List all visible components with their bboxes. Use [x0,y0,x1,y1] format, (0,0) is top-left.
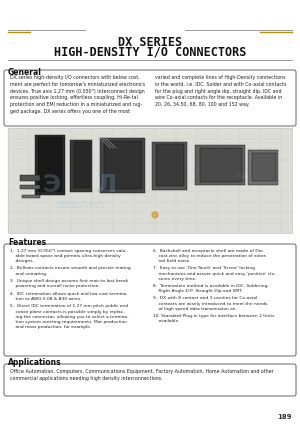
Bar [20,185,40,189]
Text: HIGH-DENSITY I/O CONNECTORS: HIGH-DENSITY I/O CONNECTORS [54,45,246,59]
Bar [252,153,276,181]
Text: 9.  DX with 8 contact and 3 cavities for Co-axial
    contacts are wisely introd: 9. DX with 8 contact and 3 cavities for … [153,296,267,311]
Bar [38,137,62,192]
Text: 7.  Easy to use 'One-Touch' and 'Screw' locking
    mechanisms and assure quick : 7. Easy to use 'One-Touch' and 'Screw' l… [153,266,276,281]
Text: DX SERIES: DX SERIES [118,36,182,48]
Text: Э    Л: Э Л [43,173,117,197]
Text: DX series high-density I/O connectors with below cost,
ment are perfect for tomo: DX series high-density I/O connectors wi… [10,75,145,114]
Text: 2.  Bellows contacts ensure smooth and precise mating
    and unmating.: 2. Bellows contacts ensure smooth and pr… [10,266,131,275]
Text: 5.  Direct IDC termination of 1.27 mm pitch public and
    coaxe plane contacts : 5. Direct IDC termination of 1.27 mm pit… [10,304,129,329]
Text: 4.  IDC termination allows quick and low cost termina-
    tion to AWG 0.08 & B3: 4. IDC termination allows quick and low … [10,292,128,301]
Bar [248,150,278,185]
Bar [100,138,145,193]
Bar [20,175,40,181]
Text: 189: 189 [278,414,292,420]
Bar [200,148,242,182]
Text: 6.  Backshell and receptacle shell are made of Die-
    cast zinc alloy to reduc: 6. Backshell and receptacle shell are ma… [153,249,267,264]
FancyBboxPatch shape [4,244,296,356]
Text: varied and complete lines of High-Density connections
in the world, i.e. IDC. So: varied and complete lines of High-Densit… [155,75,286,107]
Bar [104,141,142,189]
Bar [22,195,40,198]
FancyBboxPatch shape [4,364,296,396]
Circle shape [152,212,158,218]
Text: 3.  Unique shell design assures first mair-to-last break
    powering and overal: 3. Unique shell design assures first mai… [10,279,128,288]
Text: 10. Standard Plug-in type for interface between 2 Units
    available.: 10. Standard Plug-in type for interface … [153,314,274,323]
Bar [70,140,92,192]
Bar [35,135,65,195]
Bar [156,144,184,186]
Text: .ru: .ru [234,170,246,179]
Bar [195,145,245,185]
Bar [152,142,187,190]
FancyBboxPatch shape [8,128,292,233]
Text: datasheet: datasheet [56,200,105,210]
Text: Features: Features [8,238,46,247]
Text: 1.  1.27 mm (0.050") contact spacing conserves valu-
    able board space and pe: 1. 1.27 mm (0.050") contact spacing cons… [10,249,127,264]
Text: Office Automation, Computers, Communications Equipment, Factory Automation, Home: Office Automation, Computers, Communicat… [10,369,274,381]
Text: General: General [8,68,42,77]
Text: 8.  Termination method is available in IDC, Soldering,
    Right Angle D.P, Stra: 8. Termination method is available in ID… [153,283,269,293]
Bar [74,142,90,188]
Text: Applications: Applications [8,358,62,367]
FancyBboxPatch shape [4,70,296,126]
